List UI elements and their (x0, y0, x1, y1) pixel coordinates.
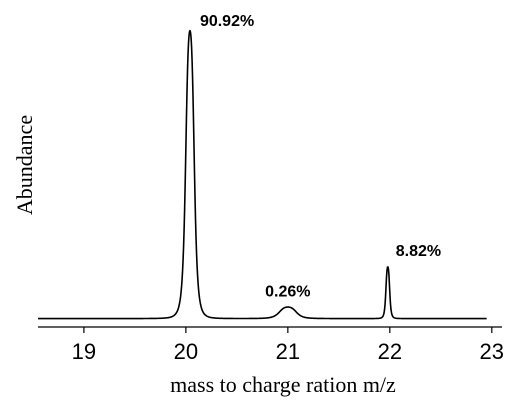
y-axis-title: Abundance (12, 115, 37, 215)
peak-label: 0.26% (265, 283, 310, 300)
x-ticks: 19 20 21 22 23 (72, 327, 504, 364)
peak-label: 90.92% (200, 13, 254, 30)
x-axis-title: mass to charge ration m/z (170, 372, 396, 397)
x-tick-label: 21 (276, 339, 300, 364)
peak-labels: 90.92% 0.26% 8.82% (200, 13, 441, 300)
x-tick-label: 19 (72, 339, 96, 364)
x-tick-label: 22 (378, 339, 402, 364)
spectrum-line (37, 29, 487, 320)
peak-label: 8.82% (396, 243, 441, 260)
x-tick-label: 20 (174, 339, 198, 364)
x-tick-label: 23 (480, 339, 504, 364)
